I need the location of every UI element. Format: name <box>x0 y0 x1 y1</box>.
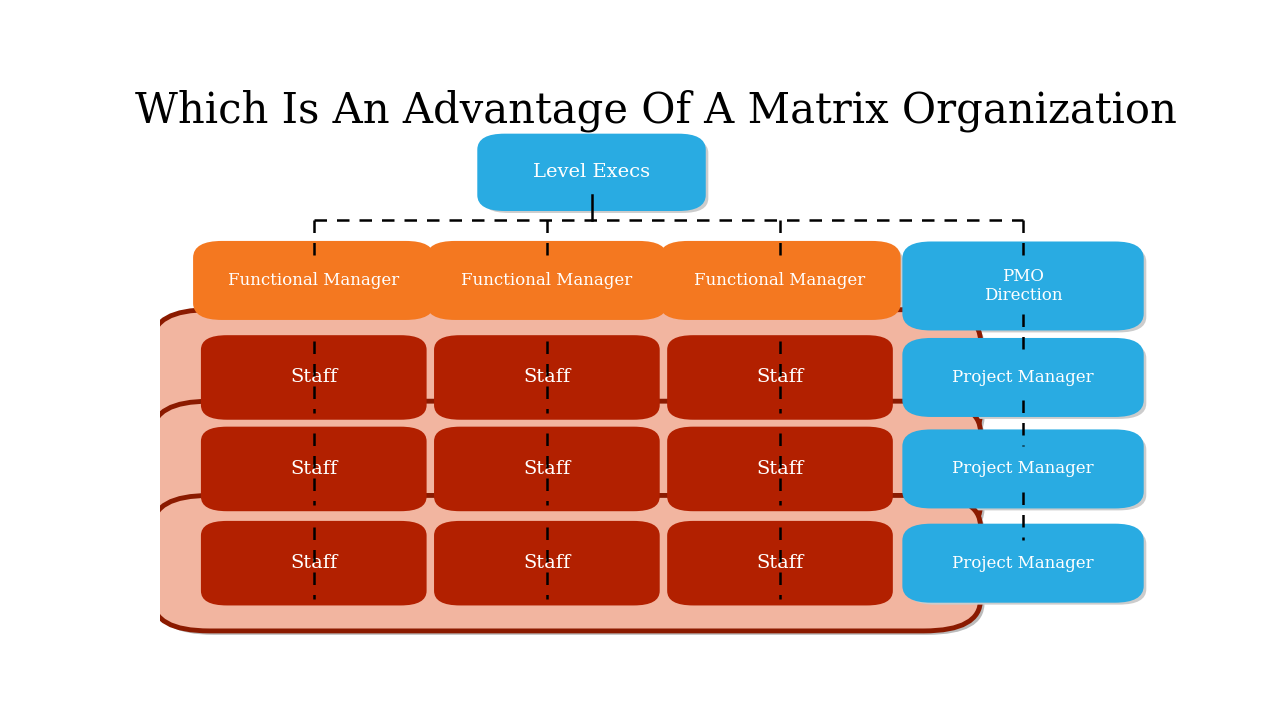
FancyBboxPatch shape <box>152 495 980 631</box>
FancyBboxPatch shape <box>664 246 904 322</box>
Text: PMO
Direction: PMO Direction <box>984 268 1062 305</box>
Text: Staff: Staff <box>291 369 338 387</box>
Text: Staff: Staff <box>756 369 804 387</box>
FancyBboxPatch shape <box>201 521 426 606</box>
FancyBboxPatch shape <box>908 528 1147 605</box>
FancyBboxPatch shape <box>157 314 984 449</box>
FancyBboxPatch shape <box>904 339 1142 415</box>
FancyBboxPatch shape <box>198 246 436 322</box>
FancyBboxPatch shape <box>428 243 666 318</box>
FancyBboxPatch shape <box>660 243 900 318</box>
Text: Staff: Staff <box>524 460 571 478</box>
FancyBboxPatch shape <box>667 427 893 511</box>
Text: Staff: Staff <box>291 460 338 478</box>
FancyBboxPatch shape <box>908 343 1147 419</box>
FancyBboxPatch shape <box>904 525 1142 601</box>
Text: Functional Manager: Functional Manager <box>461 272 632 289</box>
Text: Functional Manager: Functional Manager <box>694 272 865 289</box>
Text: Staff: Staff <box>756 460 804 478</box>
Text: Project Manager: Project Manager <box>952 554 1094 572</box>
FancyBboxPatch shape <box>201 336 426 420</box>
FancyBboxPatch shape <box>152 401 980 536</box>
FancyBboxPatch shape <box>157 499 984 635</box>
FancyBboxPatch shape <box>667 336 893 420</box>
Text: Staff: Staff <box>524 369 571 387</box>
FancyBboxPatch shape <box>201 427 426 511</box>
FancyBboxPatch shape <box>483 138 708 213</box>
Text: Staff: Staff <box>524 554 571 572</box>
FancyBboxPatch shape <box>667 521 893 606</box>
FancyBboxPatch shape <box>434 521 659 606</box>
Text: Level Execs: Level Execs <box>532 163 650 181</box>
Text: Functional Manager: Functional Manager <box>228 272 399 289</box>
FancyBboxPatch shape <box>434 336 659 420</box>
FancyBboxPatch shape <box>434 427 659 511</box>
FancyBboxPatch shape <box>479 135 704 210</box>
Text: Staff: Staff <box>756 554 804 572</box>
FancyBboxPatch shape <box>195 243 433 318</box>
FancyBboxPatch shape <box>908 434 1147 510</box>
Text: Which Is An Advantage Of A Matrix Organization: Which Is An Advantage Of A Matrix Organi… <box>136 89 1176 132</box>
FancyBboxPatch shape <box>152 310 980 445</box>
FancyBboxPatch shape <box>904 243 1142 329</box>
Text: Project Manager: Project Manager <box>952 369 1094 386</box>
Text: Staff: Staff <box>291 554 338 572</box>
FancyBboxPatch shape <box>904 431 1142 507</box>
FancyBboxPatch shape <box>431 246 671 322</box>
Text: Project Manager: Project Manager <box>952 460 1094 477</box>
FancyBboxPatch shape <box>908 246 1147 333</box>
FancyBboxPatch shape <box>157 405 984 541</box>
